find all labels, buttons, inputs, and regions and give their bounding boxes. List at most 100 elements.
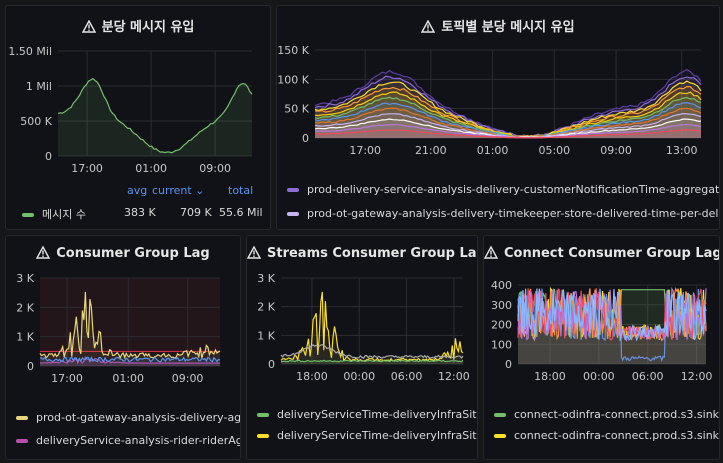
legend-header-avg[interactable]: avg xyxy=(127,184,148,197)
series-connect-area xyxy=(518,288,706,364)
panel-messages-per-topic: 토픽별 분당 메시지 유입 150 K 100 K 50 K 0 17:00 21:00 0… xyxy=(276,5,720,230)
panel-messages-per-minute: 분당 메시지 유입 1.50 Mil 1 Mil 500 K 0 17:00 01:00 0… xyxy=(5,5,271,230)
chart-messages-per-topic[interactable]: 150 K 100 K 50 K 0 17:00 21:00 01:00 05:00 09:00… xyxy=(277,6,719,229)
y-tick-label: 150 K xyxy=(277,44,309,57)
series-streams-yellow-area xyxy=(281,291,463,364)
legend-series[interactable]: 메시지 수 xyxy=(22,206,86,222)
panel-title[interactable]: Consumer Group Lag xyxy=(6,245,240,263)
legend-avg-value: 383 K xyxy=(124,206,156,219)
y-tick-label: 3 K xyxy=(257,272,275,285)
legend-item[interactable]: deliveryServiceTime-deliveryInfraSituati… xyxy=(257,429,477,442)
legend-color-swatch xyxy=(287,212,299,216)
panel-title[interactable]: 토픽별 분당 메시지 유입 xyxy=(277,16,719,37)
legend-item[interactable]: prod-ot-gateway-analysis-delivery-timeke… xyxy=(287,207,719,220)
y-tick-label: 0 xyxy=(45,150,52,163)
series-topic-line xyxy=(314,129,702,139)
warning-icon[interactable] xyxy=(421,19,436,37)
y-tick-label: 0 xyxy=(268,358,275,371)
series-topic-area xyxy=(315,129,701,138)
series-connect-area xyxy=(518,288,706,364)
legend-total-value: 55.6 Mil xyxy=(219,206,263,219)
series-topic-line xyxy=(314,96,702,139)
y-tick-label: 1.50 Mil xyxy=(8,45,52,58)
series-topic-area xyxy=(315,113,701,138)
panel-streams-consumer-group-lag: Streams Consumer Group Lag 3 K 2 K 1 K 0 18:… xyxy=(246,235,478,460)
y-tick-label: 500 K xyxy=(20,115,52,128)
x-tick-label: 05:00 xyxy=(538,144,570,157)
legend-color-swatch xyxy=(287,188,299,192)
legend-color-swatch xyxy=(257,413,269,417)
chart-connect-consumer-group-lag[interactable]: 400 300 200 100 0 18:00 00:00 06:00 12:00 xyxy=(484,236,719,459)
x-tick-label: 06:00 xyxy=(391,370,423,383)
y-tick-label: 1 K xyxy=(257,329,275,342)
x-tick-label: 01:00 xyxy=(135,162,167,175)
x-tick-label: 12:00 xyxy=(438,370,470,383)
legend-item[interactable]: deliveryServiceTime-deliveryInfraSituati… xyxy=(257,408,477,421)
legend-item[interactable]: prod-delivery-service-analysis-delivery-… xyxy=(287,183,719,196)
series-streams-green-line xyxy=(281,359,464,363)
legend-color-swatch xyxy=(22,213,34,217)
chart-messages-per-minute[interactable]: 1.50 Mil 1 Mil 500 K 0 17:00 01:00 09:00 xyxy=(6,6,270,229)
series-connect-line xyxy=(517,287,707,343)
series-streams-grey-area xyxy=(281,344,463,364)
y-tick-label: 0 xyxy=(505,358,512,371)
y-tick-label: 2 K xyxy=(16,301,34,314)
legend-color-swatch xyxy=(257,434,269,438)
series-messages-line xyxy=(57,77,253,154)
x-tick-label: 21:00 xyxy=(415,144,447,157)
x-tick-label: 18:00 xyxy=(296,370,328,383)
legend-item[interactable]: deliveryService-analysis-rider-riderAggr… xyxy=(16,434,240,447)
y-tick-label: 1 Mil xyxy=(26,80,52,93)
warning-icon[interactable] xyxy=(247,245,262,263)
x-tick-label: 09:00 xyxy=(199,162,231,175)
chevron-down-icon: ⌄ xyxy=(195,184,205,197)
y-tick-label: 0 xyxy=(27,360,34,373)
legend-item[interactable]: connect-odinfra-connect.prod.s3.sink.del xyxy=(494,429,719,442)
x-tick-label: 17:00 xyxy=(71,162,103,175)
y-tick-label: 300 xyxy=(491,299,512,312)
series-streams-grey-line xyxy=(280,344,464,360)
series-lag-gateway-line xyxy=(39,291,221,360)
x-tick-label: 17:00 xyxy=(51,372,83,385)
x-tick-label: 09:00 xyxy=(172,372,204,385)
warning-icon[interactable] xyxy=(484,245,499,263)
legend-current-value: 709 K xyxy=(180,206,212,219)
panel-title[interactable]: Connect Consumer Group Lag xyxy=(484,245,719,263)
legend-color-swatch xyxy=(494,434,506,438)
legend-color-swatch xyxy=(16,439,28,443)
y-tick-label: 100 K xyxy=(277,73,309,86)
chart-consumer-group-lag[interactable]: 3 K 2 K 1 K 0 17:00 01:00 09:00 xyxy=(6,236,240,459)
chart-streams-consumer-group-lag[interactable]: 3 K 2 K 1 K 0 18:00 00:00 06:00 12:00 xyxy=(247,236,477,459)
warning-icon[interactable] xyxy=(36,245,51,263)
legend-color-swatch xyxy=(16,416,28,420)
series-lag-other-line xyxy=(40,356,221,364)
x-tick-label: 13:00 xyxy=(666,144,698,157)
panel-connect-consumer-group-lag: Connect Consumer Group Lag 400 300 200 100 0… xyxy=(483,235,720,460)
x-tick-label: 18:00 xyxy=(534,370,566,383)
y-tick-label: 400 xyxy=(491,279,512,292)
series-messages-area xyxy=(58,78,252,156)
x-tick-label: 00:00 xyxy=(343,370,375,383)
series-topic-line xyxy=(314,91,702,139)
legend-color-swatch xyxy=(494,413,506,417)
panel-consumer-group-lag: Consumer Group Lag 3 K 2 K 1 K 0 17:00 01:00 0… xyxy=(5,235,241,460)
legend-header-current[interactable]: current ⌄ xyxy=(152,184,205,197)
x-tick-label: 09:00 xyxy=(600,144,632,157)
panel-title[interactable]: 분당 메시지 유입 xyxy=(6,16,270,37)
panel-title[interactable]: Streams Consumer Group Lag xyxy=(247,245,477,263)
legend-header-total[interactable]: total xyxy=(228,184,254,197)
warning-icon[interactable] xyxy=(81,19,96,37)
y-tick-label: 50 K xyxy=(284,103,309,116)
x-tick-label: 06:00 xyxy=(632,370,664,383)
x-tick-label: 12:00 xyxy=(681,370,713,383)
series-connect-line xyxy=(517,288,707,342)
x-tick-label: 01:00 xyxy=(477,144,509,157)
legend-item[interactable]: connect-odinfra-connect.prod.s3.sink.del xyxy=(494,408,719,421)
y-tick-label: 100 xyxy=(491,338,512,351)
x-tick-label: 00:00 xyxy=(583,370,615,383)
y-tick-label: 3 K xyxy=(16,272,34,285)
y-tick-label: 1 K xyxy=(16,331,34,344)
legend-item[interactable]: prod-ot-gateway-analysis-delivery-aggreg xyxy=(16,411,240,424)
x-tick-label: 01:00 xyxy=(112,372,144,385)
series-lag-rider-line xyxy=(40,356,220,365)
